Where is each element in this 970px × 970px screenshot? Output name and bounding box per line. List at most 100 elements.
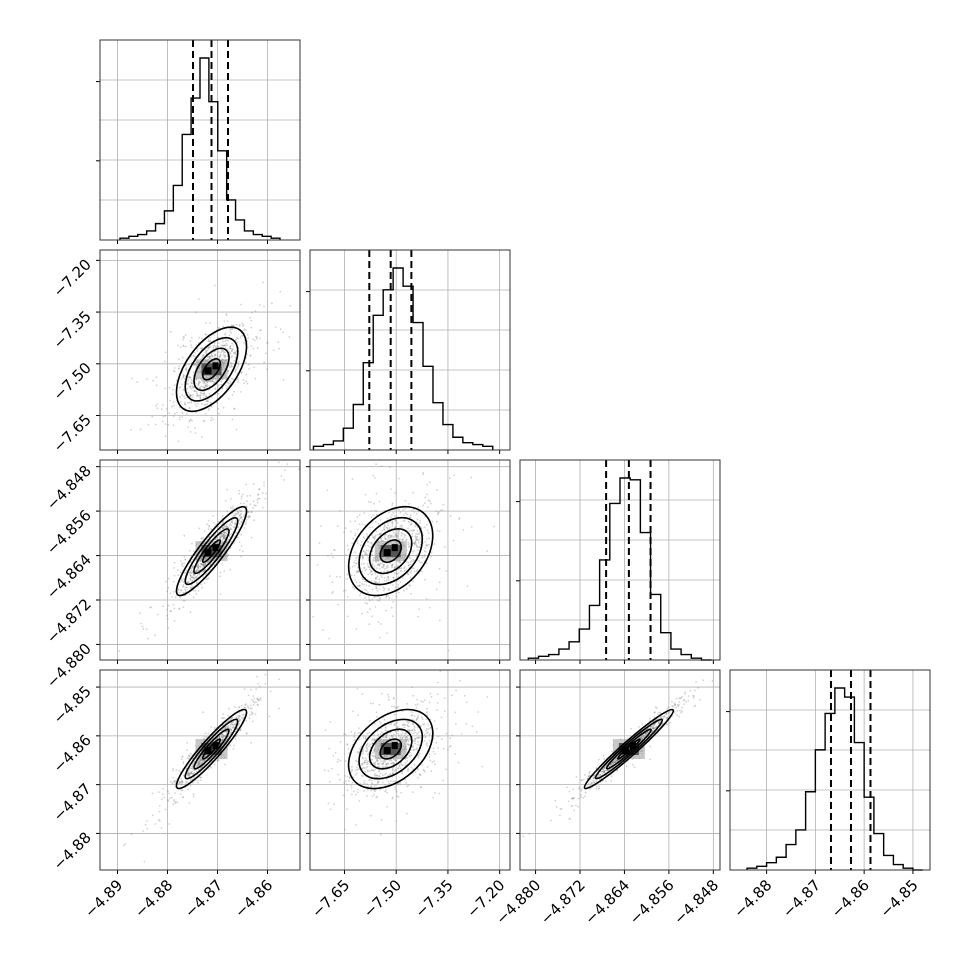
scatter-point: [376, 599, 379, 602]
scatter-point: [471, 725, 474, 728]
scatter-point: [359, 592, 362, 595]
scatter-point: [222, 406, 225, 409]
scatter-point: [247, 511, 250, 513]
scatter-point: [414, 742, 417, 745]
scatter-point: [209, 357, 211, 359]
scatter-point: [413, 567, 415, 569]
scatter-point: [203, 570, 206, 572]
contour-level-4: [175, 326, 248, 413]
scatter-point: [393, 733, 395, 736]
scatter-point: [240, 704, 243, 707]
scatter-point: [378, 568, 381, 570]
scatter-point: [361, 756, 364, 759]
scatter-point: [184, 559, 187, 561]
y-tick-label: −4.880: [43, 640, 95, 692]
scatter-point: [366, 562, 369, 565]
scatter-point: [370, 510, 373, 512]
scatter-point: [237, 378, 239, 381]
scatter-point: [256, 698, 258, 700]
scatter-point: [262, 506, 264, 509]
scatter-point: [426, 506, 429, 509]
scatter-point: [182, 599, 185, 602]
scatter-point: [372, 560, 375, 562]
scatter-point: [226, 525, 228, 528]
scatter-point: [367, 785, 369, 788]
scatter-point: [417, 740, 419, 743]
scatter-point: [424, 541, 427, 543]
scatter-point: [333, 549, 336, 551]
scatter-point: [220, 344, 223, 347]
scatter-point: [229, 366, 231, 369]
scatter-point: [158, 819, 161, 822]
scatter-point: [197, 403, 200, 405]
scatter-point: [201, 403, 203, 405]
scatter-point: [422, 473, 424, 476]
scatter-point: [400, 567, 403, 570]
scatter-point: [221, 350, 224, 352]
scatter-point: [207, 768, 210, 770]
scatter-point: [367, 556, 370, 559]
scatter-point: [223, 536, 226, 539]
scatter-point: [220, 535, 223, 537]
scatter-point: [391, 797, 394, 800]
scatter-point: [219, 593, 222, 595]
scatter-point: [198, 381, 201, 383]
scatter-point: [339, 759, 342, 762]
scatter-point: [394, 780, 396, 783]
scatter-point: [243, 706, 246, 709]
scatter-point: [228, 524, 231, 527]
scatter-point: [355, 824, 357, 826]
scatter-point: [412, 694, 415, 697]
scatter-point: [195, 576, 197, 579]
scatter-point: [256, 336, 258, 338]
scatter-point: [351, 586, 354, 589]
scatter-point: [232, 526, 235, 529]
scatter-point: [225, 529, 228, 532]
scatter-point: [412, 723, 414, 725]
scatter-point: [234, 352, 237, 355]
scatter-point: [435, 588, 438, 591]
scatter-point: [379, 722, 382, 724]
scatter-point: [201, 761, 204, 764]
panel-frame: [99, 459, 301, 661]
scatter-point: [264, 683, 267, 685]
scatter-point: [373, 502, 375, 505]
scatter-point: [415, 544, 418, 547]
scatter-point: [212, 515, 215, 517]
scatter-point: [247, 337, 250, 340]
scatter-point: [162, 415, 165, 418]
scatter-point: [187, 363, 190, 366]
y-tick-label: −7.50: [50, 359, 95, 404]
scatter-point: [190, 379, 193, 381]
panel-frame: [309, 669, 511, 871]
scatter-point: [238, 719, 241, 722]
scatter-point: [387, 524, 389, 527]
scatter-point: [221, 527, 224, 530]
scatter-point: [222, 527, 225, 529]
scatter-point: [172, 567, 175, 569]
scatter-point: [213, 535, 216, 537]
scatter-point: [206, 349, 209, 352]
scatter-point: [240, 545, 243, 547]
scatter-point: [236, 510, 239, 513]
scatter-point: [197, 341, 200, 344]
scatter-point: [191, 763, 194, 766]
scatter-point: [426, 523, 428, 526]
scatter-point: [258, 488, 261, 491]
scatter-point: [234, 369, 237, 372]
scatter-point: [361, 693, 364, 695]
scatter-point: [414, 740, 416, 743]
scatter-point: [243, 527, 246, 529]
scatter-point: [225, 339, 228, 341]
scatter-point: [212, 380, 215, 383]
scatter-point: [370, 542, 372, 544]
scatter-point: [210, 405, 213, 408]
scatter-point: [182, 336, 185, 339]
scatter-point: [184, 397, 187, 400]
scatter-point: [207, 400, 210, 403]
scatter-point: [233, 744, 235, 747]
scatter-point: [358, 800, 361, 802]
scatter-point: [389, 516, 392, 518]
scatter-point: [369, 778, 372, 781]
scatter-point: [201, 346, 204, 349]
